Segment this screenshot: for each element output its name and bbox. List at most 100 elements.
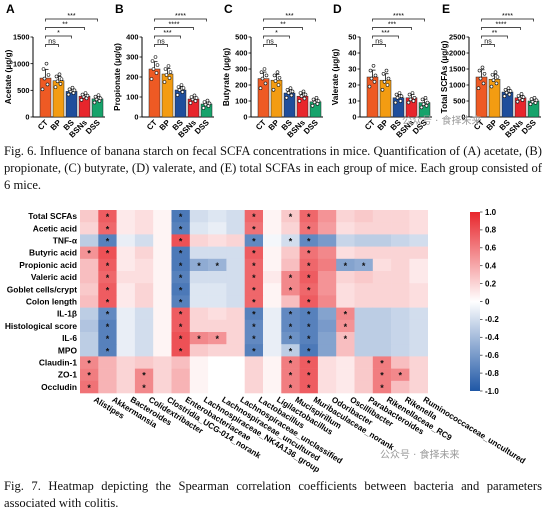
significance-star: *	[179, 346, 183, 356]
data-point	[276, 83, 281, 87]
significance-star: *	[106, 334, 110, 344]
heatmap-cell	[372, 210, 392, 223]
significance-label: ****	[169, 22, 180, 29]
heatmap-cell	[391, 344, 410, 357]
data-point	[54, 74, 59, 79]
significance-label: ns	[266, 39, 274, 46]
data-point	[179, 83, 184, 87]
heatmap-cell	[263, 222, 282, 235]
data-point	[79, 98, 84, 102]
heatmap-cell	[409, 368, 428, 382]
significance-star: *	[380, 371, 384, 381]
colorbar: 1.0 0.8 0.6 0.4 0.2 0 -0.2 -0.4 -0.6 -0.8 -1.0	[470, 208, 499, 396]
heatmap-cell	[208, 344, 227, 357]
data-point	[529, 97, 534, 101]
significance-star: *	[106, 285, 110, 295]
heatmap-cell	[171, 222, 191, 235]
significance-label: ns	[157, 39, 165, 46]
heatmap-cell	[263, 234, 282, 247]
bar-dss	[309, 101, 322, 118]
heatmap-cell	[134, 258, 154, 272]
panel-letter: A	[6, 2, 15, 16]
heatmap-cell	[336, 344, 355, 357]
heatmap-cell	[153, 368, 172, 382]
heatmap-cell	[299, 332, 319, 345]
heatmap-cell	[98, 258, 117, 272]
significance-star: *	[289, 237, 293, 247]
heatmap-cell	[116, 380, 136, 394]
heatmap-cell	[244, 283, 264, 296]
significance-star: *	[106, 249, 110, 259]
significance-star: *	[87, 249, 91, 259]
heatmap-cell	[153, 319, 172, 333]
data-point	[53, 85, 58, 89]
data-point	[489, 84, 494, 89]
data-point	[201, 106, 206, 110]
data-point	[260, 76, 265, 81]
heatmap-cell	[153, 380, 172, 394]
significance-label: ***	[381, 30, 389, 37]
significance-star: *	[106, 237, 110, 247]
significance-star: *	[307, 249, 311, 259]
heatmap-cell	[299, 210, 319, 223]
heatmap-cell	[116, 319, 136, 333]
heatmap-cell	[98, 368, 117, 382]
heatmap-cell	[98, 319, 117, 333]
heatmap-cell	[208, 258, 227, 272]
bar-bp	[379, 79, 392, 118]
significance-star: *	[289, 322, 293, 332]
significance-star: *	[252, 285, 256, 295]
data-point	[419, 105, 424, 110]
x-tick-label: BP	[267, 118, 282, 133]
heatmap-cell	[299, 319, 319, 333]
heatmap-cell	[336, 368, 355, 382]
row-label: ZO-1	[58, 370, 77, 380]
significance-bracket	[263, 35, 290, 39]
heatmap-cell	[263, 368, 282, 382]
heatmap-cell	[317, 258, 337, 272]
significance-star: *	[307, 212, 311, 222]
data-point	[521, 95, 526, 99]
data-point	[189, 95, 194, 99]
heatmap-cell	[244, 210, 264, 223]
x-tick-label: CT	[363, 118, 377, 132]
colorbar-tick-label: -0.4	[485, 333, 499, 342]
y-tick-label: 2000	[449, 49, 465, 58]
y-tick-label: 0	[134, 113, 138, 122]
data-point	[477, 68, 482, 73]
data-point	[385, 83, 390, 87]
data-point	[382, 80, 387, 84]
y-tick-label: 200	[235, 81, 247, 90]
data-point	[372, 80, 377, 84]
significance-star: *	[106, 322, 110, 332]
data-point	[180, 90, 185, 94]
heatmap-cell	[263, 258, 282, 272]
figure-6-caption: Fig. 6. Influence of banana starch on fe…	[4, 144, 542, 192]
heatmap-cell	[281, 222, 300, 235]
data-point	[166, 64, 171, 68]
heatmap-cell	[281, 283, 300, 296]
data-point	[72, 88, 77, 93]
row-label: IL-1β	[57, 309, 77, 319]
y-tick-label: 400	[235, 49, 247, 58]
y-axis-label: Propionate (μg/g)	[113, 43, 122, 111]
data-point	[176, 85, 181, 89]
y-tick-label: 1500	[449, 65, 465, 74]
y-axis-label: Butyrate (μg/g)	[222, 48, 231, 107]
significance-label: *	[275, 30, 278, 37]
heatmap-cell	[189, 283, 209, 296]
significance-star: *	[252, 212, 256, 222]
heatmap-cell	[391, 380, 410, 394]
heatmap-cell	[299, 283, 319, 296]
heatmap-cell	[409, 246, 428, 260]
significance-star: *	[307, 346, 311, 356]
heatmap-cell	[80, 295, 99, 308]
heatmap-cell	[299, 344, 319, 357]
data-point	[532, 96, 537, 100]
bar-ct	[257, 78, 270, 118]
significance-star: *	[252, 237, 256, 247]
heatmap-cell	[317, 380, 337, 394]
heatmap-cell	[409, 271, 428, 284]
heatmap-cell	[153, 222, 172, 235]
